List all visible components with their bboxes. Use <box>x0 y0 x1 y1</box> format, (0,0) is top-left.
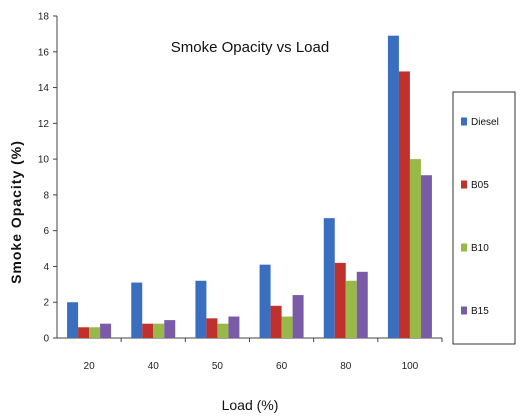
bar-b10-20 <box>89 327 101 338</box>
x-tick-label: 60 <box>276 361 288 372</box>
bar-b10-40 <box>153 323 165 338</box>
legend-swatch-diesel <box>461 117 467 126</box>
bar-diesel-60 <box>259 264 271 338</box>
y-axis-title: Smoke Opacity (%) <box>8 140 24 284</box>
legend-label-b10: B10 <box>471 243 489 254</box>
bar-b05-100 <box>398 71 410 338</box>
bar-b05-60 <box>270 305 282 338</box>
y-tick-label: 8 <box>43 190 49 201</box>
x-tick-label: 100 <box>402 361 419 372</box>
bar-b10-50 <box>217 323 229 338</box>
legend-label-diesel: Diesel <box>471 117 499 128</box>
chart-title: Smoke Opacity vs Load <box>171 39 329 56</box>
x-tick-label: 50 <box>212 361 224 372</box>
y-tick-label: 16 <box>38 47 50 58</box>
bar-b05-40 <box>142 323 154 338</box>
bar-b15-80 <box>356 271 368 338</box>
y-tick-label: 10 <box>38 155 50 166</box>
y-tick-label: 6 <box>43 226 49 237</box>
y-tick-label: 2 <box>43 298 49 309</box>
x-axis-title: Load (%) <box>222 397 279 413</box>
bar-b05-20 <box>78 327 90 338</box>
bar-b15-40 <box>164 320 176 338</box>
y-tick-label: 12 <box>38 119 50 130</box>
bar-b15-100 <box>420 175 432 338</box>
y-tick-label: 4 <box>43 262 49 273</box>
legend-box <box>452 91 516 345</box>
bar-b15-50 <box>228 316 240 338</box>
bar-diesel-20 <box>67 302 79 338</box>
bar-diesel-40 <box>131 282 143 338</box>
legend: Diesel B05 B10 B15 <box>452 91 516 345</box>
y-tick-label: 14 <box>38 83 50 94</box>
legend-swatch-b15 <box>461 306 467 315</box>
bar-b05-50 <box>206 318 218 338</box>
x-tick-label: 80 <box>340 361 352 372</box>
bar-b15-60 <box>292 295 304 338</box>
y-tick-label: 0 <box>43 334 49 345</box>
bar-b10-80 <box>345 280 357 338</box>
x-tick-label: 40 <box>148 361 160 372</box>
x-tick-label: 20 <box>84 361 96 372</box>
legend-label-b05: B05 <box>471 180 489 191</box>
bar-diesel-80 <box>323 218 335 338</box>
bar-b05-80 <box>334 262 346 338</box>
legend-label-b15: B15 <box>471 306 489 317</box>
y-tick-label: 18 <box>38 12 50 23</box>
legend-swatch-b10 <box>461 243 467 252</box>
bar-diesel-50 <box>195 280 207 338</box>
bar-diesel-100 <box>387 35 399 339</box>
bar-b10-60 <box>281 316 293 338</box>
bar-b10-100 <box>409 159 421 338</box>
legend-swatch-b05 <box>461 180 467 189</box>
bar-b15-20 <box>100 323 112 338</box>
